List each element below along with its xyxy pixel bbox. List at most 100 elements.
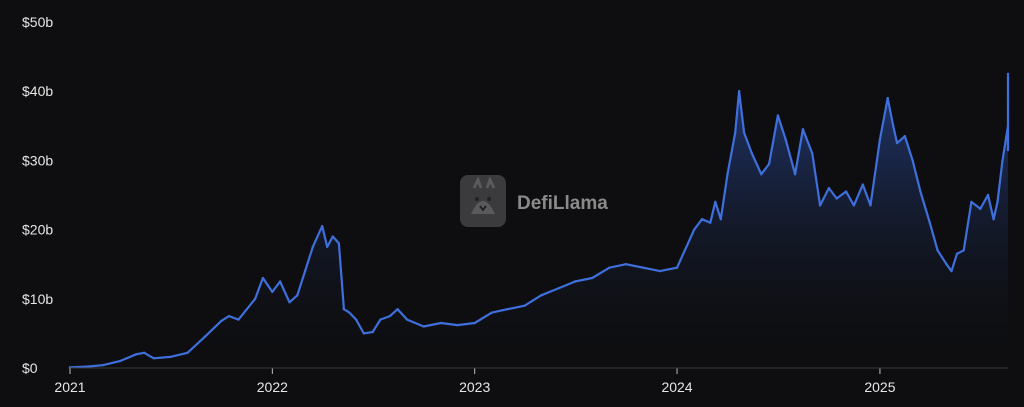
tvl-data-point xyxy=(801,128,805,131)
tvl-data-point xyxy=(996,200,999,204)
tvl-data-point xyxy=(1006,72,1010,76)
tvl-data-point xyxy=(892,124,895,128)
x-axis: 2021 2022 2023 2024 2025 xyxy=(54,367,1008,395)
tvl-data-point xyxy=(379,318,382,321)
tvl-data-point xyxy=(709,221,712,224)
tvl-data-point xyxy=(203,335,206,339)
llama-logo-icon xyxy=(460,175,506,227)
defillama-watermark: DefiLlama xyxy=(460,175,608,227)
tvl-data-point xyxy=(886,96,889,100)
tvl-data-point xyxy=(288,301,291,304)
y-tick-label: $40b xyxy=(22,83,53,99)
tvl-data-point xyxy=(608,266,611,269)
tvl-data-point xyxy=(658,269,662,273)
tvl-data-point xyxy=(311,245,315,249)
tvl-data-point xyxy=(895,141,899,145)
tvl-data-point xyxy=(844,190,848,193)
tvl-data-point xyxy=(362,332,366,335)
tvl-data-point xyxy=(473,321,476,325)
tvl-data-point xyxy=(85,365,89,368)
tvl-data-point xyxy=(326,245,329,249)
tvl-data-point xyxy=(1006,100,1010,103)
tvl-data-point xyxy=(750,152,754,155)
tvl-data-point xyxy=(271,290,274,294)
tvl-data-point xyxy=(1006,96,1010,100)
tvl-data-point xyxy=(101,364,104,367)
tvl-data-point xyxy=(422,325,425,328)
tvl-data-point xyxy=(928,221,932,224)
tvl-data-point xyxy=(321,224,324,228)
tvl-data-point xyxy=(979,207,982,211)
tvl-data-point xyxy=(861,183,864,186)
tvl-data-point xyxy=(557,287,560,290)
y-axis: $0 $10b $20b $30b $40b $50b xyxy=(22,14,53,376)
tvl-data-point xyxy=(936,249,939,252)
tvl-data-point xyxy=(220,319,223,323)
tvl-data-point xyxy=(714,200,717,204)
tvl-data-point xyxy=(700,218,704,221)
y-tick-label: $20b xyxy=(22,222,53,238)
tvl-data-point xyxy=(878,138,882,141)
tvl-data-point xyxy=(760,173,763,176)
tvl-data-point xyxy=(227,314,231,318)
tvl-data-point xyxy=(919,190,922,193)
y-tick-label: $10b xyxy=(22,291,53,307)
tvl-data-point xyxy=(737,90,741,93)
tvl-data-point xyxy=(986,193,990,197)
tvl-data-point xyxy=(835,197,838,200)
tvl-data-point xyxy=(1006,124,1010,128)
tvl-data-point xyxy=(827,186,831,190)
tvl-data-point xyxy=(169,355,172,359)
x-tick-label: 2023 xyxy=(459,379,490,395)
tvl-data-point xyxy=(1006,148,1010,152)
tvl-data-point xyxy=(945,263,948,266)
tvl-data-point xyxy=(152,357,155,360)
tvl-data-point xyxy=(331,235,334,238)
tvl-data-point xyxy=(719,218,723,221)
tvl-data-point xyxy=(118,359,122,363)
tvl-data-point xyxy=(439,321,443,325)
tvl-data-point xyxy=(776,114,780,117)
tvl-data-point xyxy=(253,297,257,300)
tvl-data-point xyxy=(337,242,341,245)
tvl-area-fill xyxy=(70,73,1008,369)
tvl-data-point xyxy=(675,266,679,269)
x-tick-label: 2021 xyxy=(54,379,85,395)
tvl-data-point xyxy=(573,280,577,283)
tvl-data-point xyxy=(261,276,265,280)
tvl-data-point xyxy=(1006,117,1010,121)
tvl-data-point xyxy=(903,134,907,138)
tvl-data-point xyxy=(371,330,374,334)
y-tick-label: $50b xyxy=(22,14,53,30)
tvl-data-point xyxy=(186,351,189,354)
tvl-data-point xyxy=(523,304,526,307)
y-tick-label: $0 xyxy=(22,360,38,376)
tvl-data-point xyxy=(591,276,594,280)
tvl-data-point xyxy=(396,307,399,311)
tvl-data-point xyxy=(818,204,822,207)
tvl-data-point xyxy=(962,249,965,252)
watermark-text: DefiLlama xyxy=(517,193,608,214)
tvl-data-point xyxy=(970,200,973,204)
x-tick-label: 2022 xyxy=(257,379,288,395)
tvl-data-point xyxy=(955,252,959,256)
tvl-data-point xyxy=(278,280,282,283)
tvl-data-point xyxy=(693,228,696,231)
tvl-data-point xyxy=(1001,159,1004,162)
tvl-data-point xyxy=(143,351,146,354)
tvl-data-point xyxy=(852,204,856,207)
tvl-data-point xyxy=(540,294,543,297)
tvl-data-point xyxy=(642,266,645,269)
tvl-data-point xyxy=(342,307,346,311)
tvl-data-point xyxy=(296,294,299,297)
x-tick-label: 2025 xyxy=(864,379,895,395)
tvl-data-point xyxy=(742,131,746,134)
tvl-data-point xyxy=(992,218,995,221)
tvl-data-point xyxy=(911,159,914,162)
tvl-data-point xyxy=(1006,76,1010,79)
x-tick-label: 2024 xyxy=(661,379,692,395)
tvl-data-point xyxy=(388,314,392,318)
tvl-data-point xyxy=(490,311,494,314)
tvl-data-point xyxy=(506,307,509,311)
tvl-data-point xyxy=(784,138,787,141)
